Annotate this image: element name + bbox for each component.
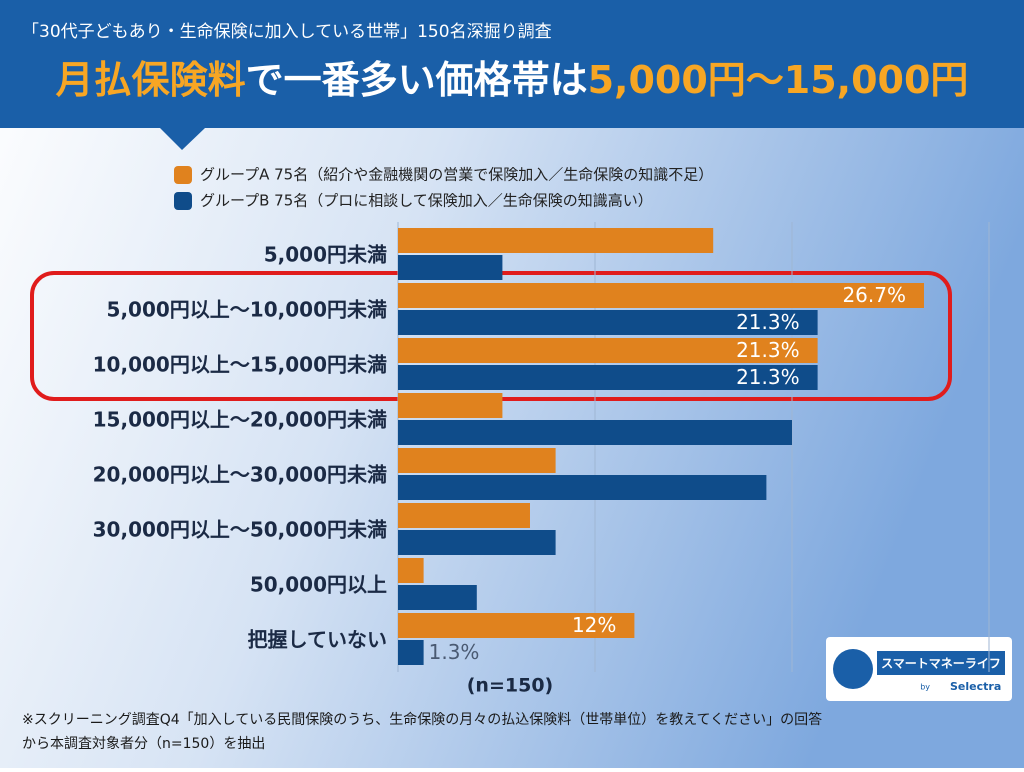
- bar: [398, 228, 714, 253]
- data-label: 21.3%: [736, 365, 800, 389]
- bar: [398, 530, 556, 555]
- logo-name: スマートマネーライフ: [881, 657, 1001, 671]
- logo-brand: Selectra: [950, 680, 1001, 693]
- bar: [398, 503, 530, 528]
- y-tick-label: 20,000円以上〜30,000円未満: [93, 463, 387, 487]
- legend-swatch: [174, 192, 192, 210]
- data-label: 21.3%: [736, 310, 800, 334]
- bar: [398, 448, 556, 473]
- legend-label: グループA 75名（紹介や金融機関の営業で保険加入／生命保険の知識不足）: [200, 166, 713, 184]
- footnote: から本調査対象者分（n=150）を抽出: [22, 736, 265, 752]
- footnote: ※スクリーニング調査Q4「加入している民間保険のうち、生命保険の月々の払込保険料…: [22, 711, 822, 728]
- bar: [398, 613, 635, 638]
- header-band: [0, 0, 1024, 150]
- y-tick-label: 50,000円以上: [250, 573, 387, 597]
- bar: [398, 420, 792, 445]
- bar: [398, 310, 818, 335]
- legend-label: グループB 75名（プロに相談して保険加入／生命保険の知識高い）: [200, 192, 653, 210]
- y-tick-label: 5,000円未満: [264, 243, 387, 267]
- y-tick-label: 把握していない: [248, 628, 387, 652]
- bar: [398, 640, 424, 665]
- bar: [398, 558, 424, 583]
- bar: [398, 365, 818, 390]
- data-label: 26.7%: [842, 283, 906, 307]
- bar: [398, 585, 477, 610]
- logo-icon: [833, 649, 873, 689]
- bar: [398, 393, 503, 418]
- data-label: 12%: [572, 613, 616, 637]
- n-label: (n=150): [467, 675, 553, 697]
- bar: [398, 475, 767, 500]
- logo-by: by: [920, 683, 930, 692]
- bar: [398, 255, 503, 280]
- logo-bar: [877, 651, 1005, 675]
- bar: [398, 283, 924, 308]
- y-tick-label: 30,000円以上〜50,000円未満: [93, 518, 387, 542]
- y-tick-label: 10,000円以上〜15,000円未満: [93, 353, 387, 377]
- y-tick-label: 15,000円以上〜20,000円未満: [93, 408, 387, 432]
- data-label: 1.3%: [429, 640, 480, 664]
- chart-title: 月払保険料で一番多い価格帯は5,000円〜15,000円: [56, 58, 969, 102]
- subtitle: 「30代子どもあり・生命保険に加入している世帯」150名深掘り調査: [22, 22, 552, 42]
- bar: [398, 338, 818, 363]
- legend-swatch: [174, 166, 192, 184]
- y-tick-label: 5,000円以上〜10,000円未満: [107, 298, 387, 322]
- data-label: 21.3%: [736, 338, 800, 362]
